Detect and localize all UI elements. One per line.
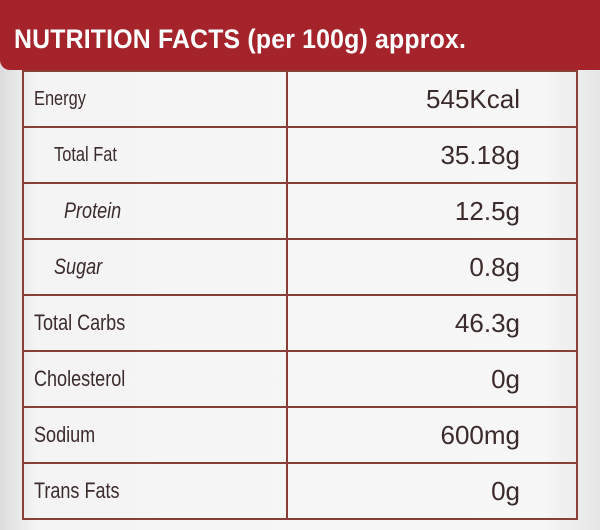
amount-cell: 46.3g	[286, 294, 578, 352]
table-row: Sugar 0.8g	[22, 238, 578, 296]
header: NUTRITION FACTS (per 100g) approx.	[0, 0, 600, 70]
amount-cell: 600mg	[286, 406, 578, 464]
nutrient-cell: Total Fat	[22, 126, 288, 184]
nutrition-table: Energy 545Kcal Total Fat 35.18g Protein 12.5g…	[22, 70, 578, 520]
nutrient-cell: Protein	[22, 182, 288, 240]
nutrient-cell: Sugar	[22, 238, 288, 296]
table-row: Energy 545Kcal	[22, 70, 578, 128]
table-row: Trans Fats 0g	[22, 462, 578, 520]
amount-cell: 0.8g	[286, 238, 578, 296]
nutrient-name: Total Fat	[54, 143, 117, 166]
table-row: Cholesterol 0g	[22, 350, 578, 408]
amount-cell: 0g	[286, 350, 578, 408]
table-row: Total Carbs 46.3g	[22, 294, 578, 352]
nutrient-name: Protein	[64, 198, 122, 223]
nutrient-name: Sodium	[34, 422, 96, 447]
nutrient-cell: Cholesterol	[22, 350, 288, 408]
table-body: Energy 545Kcal Total Fat 35.18g Protein 12.5g…	[22, 70, 578, 520]
nutrient-name: Sugar	[54, 254, 103, 279]
nutrient-cell: Energy	[22, 70, 288, 128]
header-title: NUTRITION FACTS (per 100g) approx.	[14, 24, 467, 54]
nutrient-cell: Total Carbs	[22, 294, 288, 352]
table-row: Sodium 600mg	[22, 406, 578, 464]
table-row: Total Fat 35.18g	[22, 126, 578, 184]
table-row: Protein 12.5g	[22, 182, 578, 240]
amount-cell: 545Kcal	[286, 70, 578, 128]
nutrient-cell: Sodium	[22, 406, 288, 464]
nutrient-cell: Trans Fats	[22, 462, 288, 520]
nutrient-name: Total Carbs	[34, 310, 126, 335]
amount-cell: 0g	[286, 462, 578, 520]
amount-cell: 35.18g	[286, 126, 578, 184]
nutrient-name: Energy	[34, 87, 86, 110]
amount-cell: 12.5g	[286, 182, 578, 240]
nutrient-name: Cholesterol	[34, 366, 126, 391]
nutrient-name: Trans Fats	[34, 478, 120, 503]
